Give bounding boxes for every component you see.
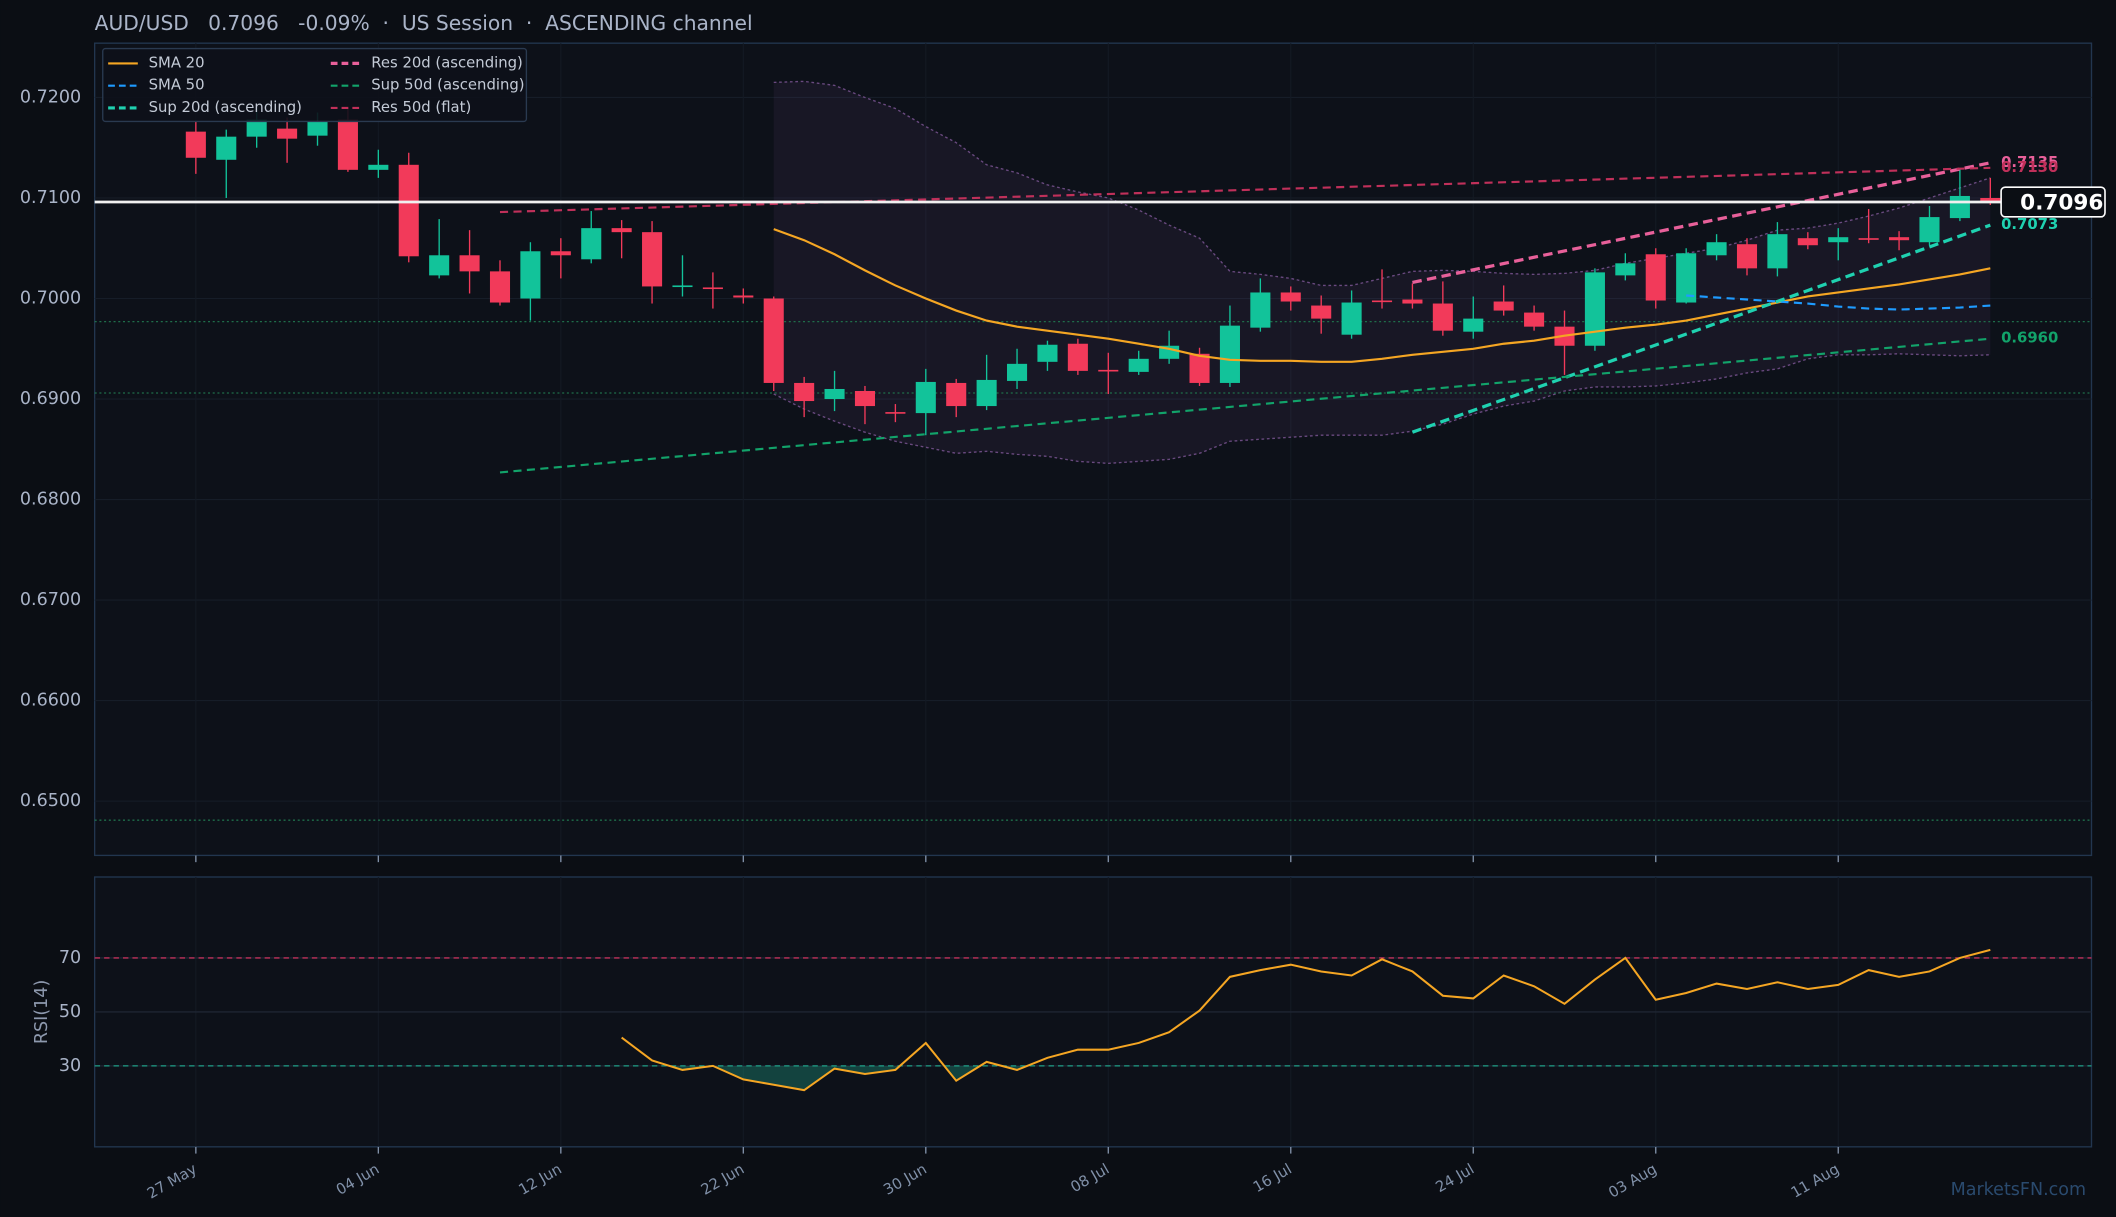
y-tick-label: 0.7000 (20, 289, 81, 309)
candle-body (1371, 300, 1393, 303)
candle-body (794, 382, 815, 402)
candle-body (550, 251, 571, 256)
candle-body (1493, 301, 1514, 311)
candle-body (1645, 254, 1666, 301)
y-tick-label: 0.7100 (20, 188, 81, 208)
candle-body (368, 164, 389, 170)
candle-body (1067, 343, 1088, 371)
chart-title: AUD/USD 0.7096 -0.09% · US Session · ASC… (95, 11, 753, 35)
candle-body (1889, 237, 1910, 241)
candle-body (1189, 353, 1210, 383)
end-label: 0.7130 (2001, 159, 2058, 176)
series-line (1411, 223, 1991, 434)
legend-label: Res 20d (ascending) (371, 54, 523, 71)
candle-body (1980, 197, 2001, 203)
candle-body (1250, 292, 1271, 328)
candle-body (1828, 237, 1849, 243)
candle-body (216, 136, 237, 160)
candle-body (1432, 303, 1453, 331)
candle-body (976, 379, 997, 407)
series-line (773, 228, 1991, 363)
candle-body (1706, 242, 1727, 256)
candle-body (398, 164, 419, 257)
y-tick-label: 0.6800 (20, 490, 81, 510)
candle-body (185, 131, 206, 158)
legend-label: Res 50d (flat) (371, 99, 471, 116)
main-panel (93, 42, 2093, 857)
series-line (1412, 161, 1991, 285)
candle-body (307, 121, 328, 136)
candle-body (1007, 363, 1028, 381)
candle-body (1949, 195, 1970, 219)
envelope-lower (773, 353, 1991, 465)
candle-body (702, 287, 723, 290)
y-tick-label: 70 (59, 948, 81, 968)
y-tick-label: 0.6900 (20, 389, 81, 409)
candle-body (1584, 272, 1605, 346)
rsi-axis-label: RSI(14) (32, 980, 52, 1044)
series-line (499, 337, 1991, 474)
y-tick-label: 30 (59, 1056, 81, 1076)
candle-body (1219, 325, 1240, 383)
candle-body (489, 271, 511, 303)
candle-body (429, 255, 450, 276)
series-line (499, 166, 1991, 214)
candle-body (1524, 312, 1545, 327)
candle-body (824, 388, 845, 400)
end-label: 0.6960 (2001, 330, 2058, 347)
last-price-box (2000, 186, 2106, 218)
last-price-label: 0.7096 (2020, 190, 2103, 215)
legend-label: Sup 50d (ascending) (371, 77, 524, 94)
candle-body (1736, 244, 1758, 269)
rsi-line (621, 948, 1991, 1092)
legend-label: SMA 20 (149, 54, 205, 71)
candle-body (520, 251, 541, 299)
end-label: 0.7073 (2001, 216, 2058, 233)
candle-body (1341, 302, 1362, 335)
candle-body (246, 119, 267, 137)
candle-body (1280, 292, 1301, 302)
candle-body (885, 412, 906, 414)
candle-body (337, 119, 358, 170)
watermark: MarketsFN.com (1951, 1180, 2086, 1200)
candle-body (581, 228, 602, 260)
y-tick-label: 50 (59, 1002, 81, 1022)
candle-body (946, 382, 967, 407)
candle-body (915, 381, 936, 414)
candle-body (1615, 263, 1636, 276)
candle-body (1037, 344, 1058, 362)
y-tick-label: 0.6700 (20, 590, 81, 610)
legend (102, 47, 528, 123)
candle-body (1098, 369, 1119, 372)
candle-body (1858, 238, 1879, 240)
candle-body (611, 228, 632, 233)
candle-body (763, 298, 784, 383)
candle-body (642, 232, 663, 287)
legend-label: SMA 50 (149, 77, 205, 94)
candle-body (733, 295, 754, 298)
end-label: 0.7135 (2001, 154, 2058, 171)
candle-body (1402, 299, 1423, 304)
candle-body (1797, 238, 1818, 246)
candle-body (1463, 318, 1484, 332)
legend-label: Sup 20d (ascending) (149, 99, 302, 116)
oversold-fill (621, 1065, 1991, 1091)
candle-body (854, 390, 876, 407)
candle-body (1128, 358, 1149, 372)
y-tick-label: 0.7200 (20, 87, 81, 107)
candle-body (277, 128, 298, 139)
candle-body (1311, 305, 1332, 319)
y-tick-label: 0.6600 (20, 691, 81, 711)
candle-body (459, 255, 480, 272)
candle-body (1767, 234, 1788, 269)
series-line (1686, 294, 1991, 311)
candle-body (1676, 253, 1697, 303)
candle-body (1919, 217, 1940, 243)
candle-body (672, 285, 693, 288)
y-tick-label: 0.6500 (20, 791, 81, 811)
